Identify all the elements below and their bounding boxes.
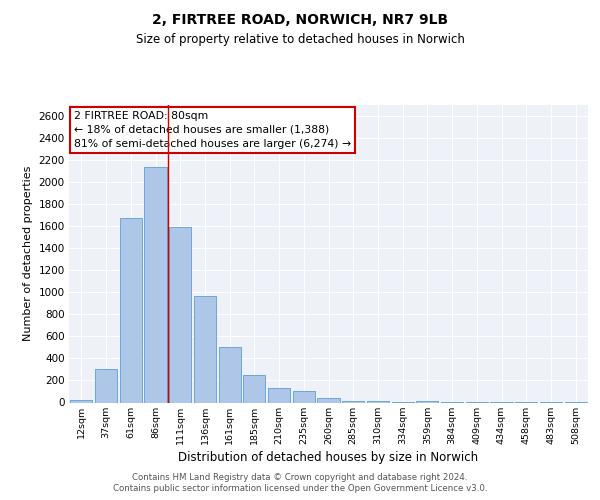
Bar: [145, 166, 167, 402]
Bar: [268, 388, 290, 402]
Bar: [293, 391, 315, 402]
Bar: [416, 401, 439, 402]
Bar: [317, 398, 340, 402]
Bar: [119, 218, 142, 402]
Bar: [194, 296, 216, 403]
Bar: [95, 370, 117, 402]
Text: 2, FIRTREE ROAD, NORWICH, NR7 9LB: 2, FIRTREE ROAD, NORWICH, NR7 9LB: [152, 12, 448, 26]
Bar: [70, 400, 92, 402]
X-axis label: Distribution of detached houses by size in Norwich: Distribution of detached houses by size …: [178, 450, 479, 464]
Bar: [169, 227, 191, 402]
Y-axis label: Number of detached properties: Number of detached properties: [23, 166, 33, 342]
Bar: [218, 348, 241, 403]
Text: 2 FIRTREE ROAD: 80sqm
← 18% of detached houses are smaller (1,388)
81% of semi-d: 2 FIRTREE ROAD: 80sqm ← 18% of detached …: [74, 111, 352, 149]
Text: Size of property relative to detached houses in Norwich: Size of property relative to detached ho…: [136, 32, 464, 46]
Bar: [342, 400, 364, 402]
Text: Contains HM Land Registry data © Crown copyright and database right 2024.: Contains HM Land Registry data © Crown c…: [132, 472, 468, 482]
Bar: [243, 375, 265, 402]
Text: Contains public sector information licensed under the Open Government Licence v3: Contains public sector information licen…: [113, 484, 487, 493]
